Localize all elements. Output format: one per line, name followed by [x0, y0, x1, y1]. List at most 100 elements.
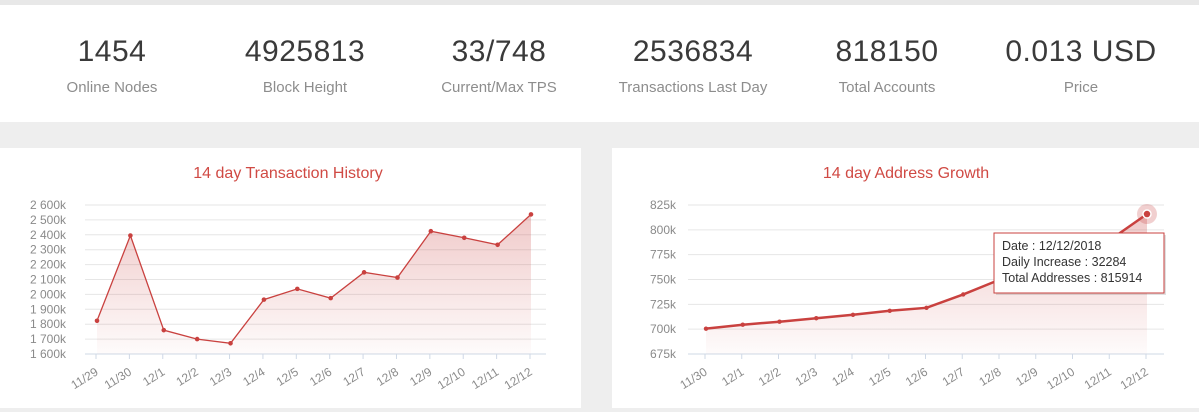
stat-value: 4925813 [244, 35, 366, 68]
x-tick-label: 12/12 [1118, 364, 1151, 392]
stat-total-accounts: 818150 Total Accounts [787, 5, 987, 122]
y-tick-label: 2 500k [30, 213, 67, 227]
data-point [1142, 209, 1152, 219]
data-point [94, 318, 100, 324]
bottom-strip [0, 408, 1199, 412]
x-tick-label: 12/4 [829, 365, 857, 389]
y-tick-label: 1 700k [30, 332, 67, 346]
stat-value: 0.013 USD [1005, 35, 1157, 68]
x-tick-label: 12/2 [756, 365, 784, 389]
data-point [777, 319, 782, 324]
data-point [887, 308, 892, 313]
tooltip-box [993, 232, 1165, 294]
x-tick-label: 12/1 [719, 365, 747, 389]
stat-label: Price [1063, 79, 1099, 96]
data-point [814, 316, 819, 321]
stat-price: 0.013 USD Price [981, 5, 1181, 122]
x-tick-label: 12/1 [140, 365, 168, 389]
stat-value: 818150 [835, 35, 939, 68]
data-point [428, 228, 434, 234]
stat-label: Current/Max TPS [441, 79, 557, 96]
data-point [261, 297, 267, 302]
stat-label: Total Accounts [838, 79, 936, 96]
x-tick-label: 12/11 [469, 364, 501, 391]
data-point [361, 270, 367, 275]
data-point [703, 326, 709, 331]
data-point [961, 292, 966, 297]
y-tick-label: 1 600k [30, 347, 67, 361]
stat-label: Online Nodes [66, 79, 158, 96]
x-tick-label: 11/29 [68, 364, 100, 391]
stats-bar: 1454 Online Nodes 4925813 Block Height 3… [0, 5, 1199, 122]
data-point [924, 305, 929, 311]
y-tick-label: 2 100k [30, 273, 67, 287]
transaction-history-panel: 14 day Transaction History 1 600k 1 700k 1 … [0, 148, 581, 412]
stat-value: 1454 [77, 35, 147, 68]
y-tick-label: 675k [650, 347, 677, 361]
x-tick-label: 12/8 [374, 365, 402, 389]
y-tick-label: 2 600k [30, 198, 67, 212]
x-tick-label: 12/6 [903, 365, 931, 389]
x-tick-label: 12/12 [502, 364, 535, 392]
stat-label: Block Height [262, 79, 348, 96]
stat-label: Transactions Last Day [618, 79, 768, 96]
x-tick-label: 12/7 [940, 365, 968, 389]
y-tick-label: 1 800k [30, 317, 67, 331]
x-tick-label: 12/3 [793, 365, 821, 389]
x-tick-label: 12/5 [866, 365, 894, 389]
y-tick-label: 725k [650, 297, 677, 311]
stat-online-nodes: 1454 Online Nodes [12, 5, 212, 122]
x-tick-label: 12/8 [976, 365, 1004, 389]
x-tick-label: 12/11 [1082, 364, 1114, 391]
address-growth-chart: 14 day Address Growth 675k 700k 725k 750k 775… [650, 165, 1166, 392]
x-tick-label: 12/2 [174, 365, 202, 389]
y-tick-label: 775k [650, 248, 677, 262]
y-tick-label: 750k [650, 273, 677, 287]
tooltip-line: Daily Increase : 32284 [1002, 255, 1126, 269]
data-point [194, 336, 200, 342]
stat-block-height: 4925813 Block Height [205, 5, 405, 122]
data-point [228, 340, 233, 346]
data-point [528, 212, 534, 217]
x-tick-label: 12/9 [1013, 365, 1041, 389]
y-tick-label: 2 000k [30, 287, 67, 301]
x-tick-label: 12/5 [274, 365, 302, 389]
stat-value: 33/748 [451, 35, 547, 68]
chart-title: 14 day Transaction History [193, 165, 382, 182]
y-tick-label: 1 900k [30, 302, 67, 316]
data-point [295, 286, 300, 292]
address-growth-panel: 14 day Address Growth 675k 700k 725k 750k 775… [612, 148, 1199, 412]
y-tick-label: 2 400k [30, 228, 67, 242]
y-tick-label: 700k [650, 322, 677, 336]
stat-transactions-last-day: 2536834 Transactions Last Day [593, 5, 793, 122]
y-tick-label: 2 300k [30, 243, 67, 257]
x-tick-label: 12/9 [407, 365, 435, 389]
x-tick-label: 12/3 [207, 365, 235, 389]
x-tick-label: 12/7 [340, 365, 368, 389]
data-point [395, 275, 400, 280]
x-tick-label: 12/6 [307, 365, 335, 389]
tooltip-line: Date : 12/12/2018 [1002, 239, 1101, 253]
series-line [96, 213, 532, 344]
stat-tps: 33/748 Current/Max TPS [399, 5, 599, 122]
data-point [850, 312, 856, 317]
data-point [495, 242, 500, 248]
top-strip [0, 0, 1199, 5]
y-tick-label: 800k [650, 223, 677, 237]
x-tick-label: 11/30 [677, 364, 709, 391]
data-point [128, 233, 133, 238]
data-point [740, 322, 745, 327]
x-tick-label: 11/30 [102, 364, 134, 391]
data-point [461, 235, 467, 241]
x-tick-label: 12/10 [435, 364, 468, 392]
x-tick-label: 12/4 [240, 365, 268, 389]
stat-value: 2536834 [632, 35, 754, 68]
y-tick-label: 2 200k [30, 258, 67, 272]
chart-title: 14 day Address Growth [823, 165, 989, 182]
data-point [161, 327, 167, 333]
data-point [328, 295, 333, 301]
tooltip-line: Total Addresses : 815914 [1002, 271, 1142, 285]
series-area [97, 214, 531, 354]
x-tick-label: 12/10 [1044, 364, 1077, 392]
